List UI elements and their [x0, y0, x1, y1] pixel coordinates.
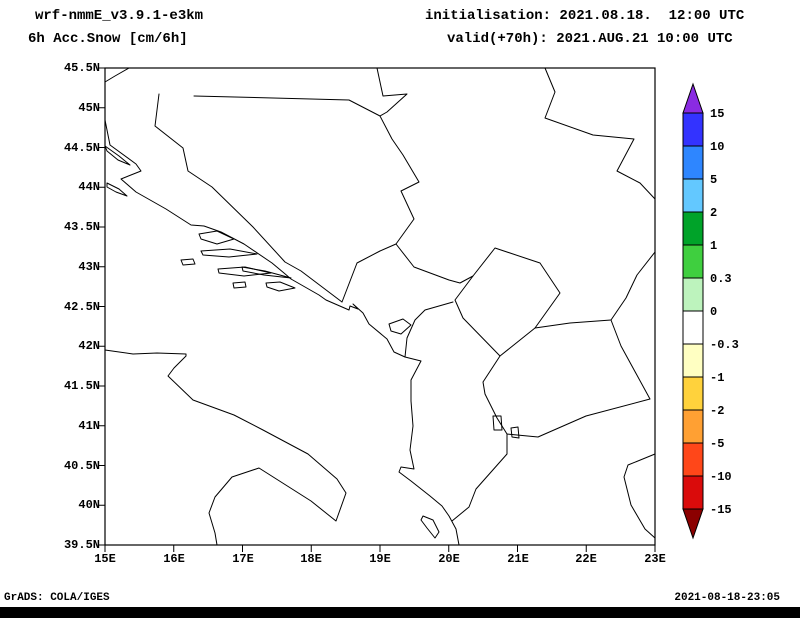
- colorbar-segment: [682, 244, 704, 279]
- lon-tick-label: 16E: [163, 552, 185, 566]
- colorbar-segment: [682, 376, 704, 411]
- lon-tick-label: 18E: [300, 552, 322, 566]
- colorbar-level-label: 10: [710, 140, 725, 154]
- colorbar-level-label: -0.3: [710, 338, 739, 352]
- bosnia-montenegro-border: [341, 243, 397, 303]
- adriatic-east-coastline: [104, 119, 460, 546]
- lat-tick-label: 45N: [78, 101, 100, 115]
- lake-prespa: [510, 426, 520, 439]
- model-title: wrf-nmmE_v3.9.1-e3km: [35, 8, 204, 24]
- macedonia-bulgaria-greece-border: [506, 319, 651, 438]
- colorbar: [682, 82, 704, 540]
- island-dugi-otok: [106, 182, 128, 197]
- colorbar-segment: [682, 112, 704, 147]
- lake-skadar: [388, 318, 412, 335]
- lon-tick-label: 17E: [232, 552, 254, 566]
- colorbar-level-label: 5: [710, 173, 718, 187]
- colorbar-segment: [682, 277, 704, 312]
- lat-tick-label: 44N: [78, 180, 100, 194]
- italy-adriatic-coastline: [104, 349, 347, 546]
- colorbar-segment: [682, 442, 704, 477]
- lat-tick-label: 43.5N: [63, 220, 100, 234]
- slovenia-croatia-border: [104, 67, 130, 83]
- colorbar-arrow-bottom: [682, 508, 704, 540]
- colorbar-segment: [682, 343, 704, 378]
- colorbar-level-label: -10: [710, 470, 732, 484]
- island-vis: [180, 258, 196, 266]
- colorbar-level-label: -2: [710, 404, 725, 418]
- colorbar-arrow-top: [682, 82, 704, 114]
- colorbar-segment: [682, 475, 704, 510]
- lat-tick-label: 45.5N: [63, 61, 100, 75]
- colorbar-segment: [682, 178, 704, 213]
- plot-frame: [104, 67, 656, 546]
- lat-tick-label: 40.5N: [63, 459, 100, 473]
- lon-tick-label: 22E: [575, 552, 597, 566]
- lake-ohrid: [492, 415, 503, 431]
- colorbar-level-label: 1: [710, 239, 718, 253]
- serbia-montenegro-border: [395, 243, 474, 284]
- greece-thermaic-coastline: [623, 453, 656, 539]
- colorbar-level-label: -15: [710, 503, 732, 517]
- colorbar-segment: [682, 211, 704, 246]
- croatia-serbia-border: [376, 67, 408, 117]
- island-mljet: [265, 281, 296, 292]
- colorbar-level-label: 0.3: [710, 272, 732, 286]
- montenegro-albania-border: [404, 301, 454, 358]
- axis-tick-marks: [98, 67, 656, 552]
- colorbar-level-label: -5: [710, 437, 725, 451]
- lat-tick-label: 42N: [78, 339, 100, 353]
- colorbar-segment: [682, 409, 704, 444]
- bottom-black-bar: [0, 607, 800, 618]
- colorbar-segment: [682, 145, 704, 180]
- lon-tick-label: 19E: [369, 552, 391, 566]
- lat-tick-label: 40N: [78, 498, 100, 512]
- variable-title: 6h Acc.Snow [cm/6h]: [28, 31, 188, 47]
- island-korcula: [217, 266, 272, 277]
- peljesac-peninsula: [241, 266, 292, 279]
- lat-tick-label: 41.5N: [63, 379, 100, 393]
- lat-tick-label: 41N: [78, 419, 100, 433]
- init-time-label: initialisation: 2021.08.18. 12:00 UTC: [425, 8, 745, 24]
- colorbar-level-label: -1: [710, 371, 725, 385]
- lon-tick-label: 20E: [438, 552, 460, 566]
- lon-tick-label: 15E: [94, 552, 116, 566]
- grads-stamp: GrADS: COLA/IGES: [4, 592, 110, 604]
- drina-serbia-bosnia-border: [379, 115, 420, 245]
- sava-river-border: [193, 95, 381, 117]
- lat-tick-label: 44.5N: [63, 141, 100, 155]
- island-corfu: [420, 515, 440, 539]
- lon-tick-label: 23E: [644, 552, 666, 566]
- map-canvas: [98, 67, 656, 552]
- island-hvar: [200, 248, 258, 258]
- romania-serbia-border: [544, 67, 656, 200]
- albania-greece-border: [451, 433, 508, 522]
- kosovo-border: [454, 247, 561, 357]
- lat-tick-label: 43N: [78, 260, 100, 274]
- map-geography: [104, 67, 656, 546]
- lat-tick-label: 42.5N: [63, 300, 100, 314]
- serbia-bulgaria-border: [610, 251, 656, 321]
- valid-time-label: valid(+70h): 2021.AUG.21 10:00 UTC: [447, 31, 733, 47]
- island-lastovo: [232, 281, 247, 289]
- colorbar-level-label: 0: [710, 305, 718, 319]
- lon-tick-label: 21E: [507, 552, 529, 566]
- colorbar-segment: [682, 310, 704, 345]
- serbia-macedonia-border: [534, 319, 612, 329]
- colorbar-level-label: 15: [710, 107, 725, 121]
- island-pag: [104, 145, 131, 166]
- island-brac: [198, 230, 235, 245]
- creation-timestamp: 2021-08-18-23:05: [674, 592, 780, 604]
- croatia-bosnia-border: [154, 93, 343, 303]
- colorbar-level-label: 2: [710, 206, 718, 220]
- albania-macedonia-border: [482, 355, 508, 435]
- lat-tick-label: 39.5N: [63, 538, 100, 552]
